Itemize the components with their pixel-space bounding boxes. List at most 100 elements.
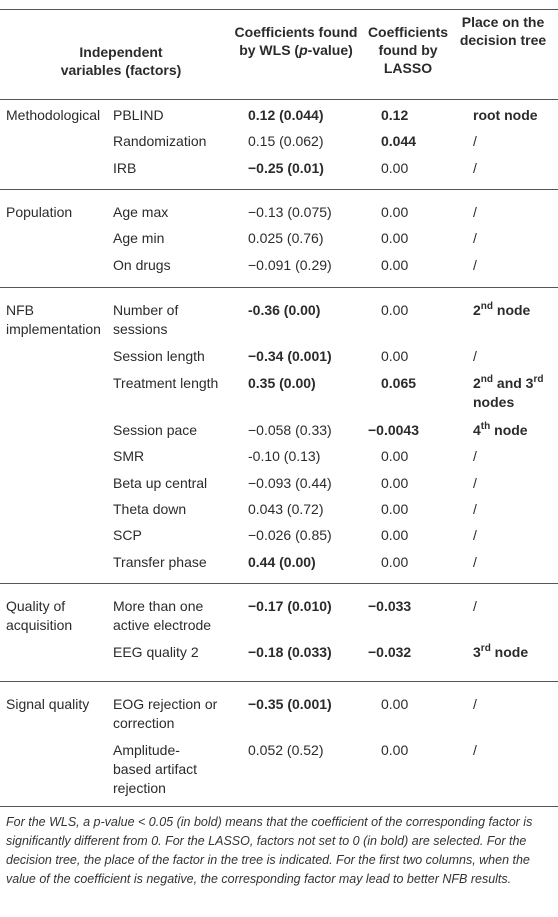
group-label: Population xyxy=(6,204,73,220)
lasso-value: 0.065 xyxy=(381,375,417,391)
group-label: Signal quality xyxy=(6,696,90,712)
group-divider xyxy=(0,681,558,682)
tree-place: / xyxy=(473,742,477,758)
wls-value: -0.10 (0.13) xyxy=(248,448,321,464)
factor-label: EOG rejection or xyxy=(113,696,218,712)
tree-place: 4th node xyxy=(473,421,528,439)
tree-place: / xyxy=(473,257,477,273)
lasso-value: 0.12 xyxy=(381,107,409,123)
tree-place: / xyxy=(473,160,477,176)
factor-label: Transfer phase xyxy=(113,554,207,570)
lasso-value: 0.00 xyxy=(381,554,409,570)
lasso-value: 0.00 xyxy=(381,160,409,176)
group-divider xyxy=(0,189,558,190)
factor-label: PBLIND xyxy=(113,107,164,123)
lasso-value: 0.00 xyxy=(381,501,409,517)
tree-place: / xyxy=(473,475,477,491)
factor-label: based artifact xyxy=(113,761,198,777)
tree-place: / xyxy=(473,501,477,517)
lasso-value: 0.00 xyxy=(381,742,409,758)
wls-value: 0.35 (0.00) xyxy=(248,375,316,391)
group-label: Methodological xyxy=(6,107,101,123)
group-label: Quality of xyxy=(6,598,66,614)
factor-label: sessions xyxy=(113,321,168,337)
wls-value: 0.043 (0.72) xyxy=(248,501,324,517)
lasso-value: 0.00 xyxy=(381,302,409,318)
tree-place: / xyxy=(473,448,477,464)
lasso-value: 0.00 xyxy=(381,204,409,220)
factor-label: Age max xyxy=(113,204,169,220)
tree-place: / xyxy=(473,230,477,246)
tree-place: / xyxy=(473,696,477,712)
lasso-value: 0.00 xyxy=(381,475,409,491)
tree-place: nodes xyxy=(473,394,515,410)
header-wls: Coefficients found by WLS (p-value) xyxy=(234,24,358,58)
wls-value: 0.025 (0.76) xyxy=(248,230,324,246)
factor-label: Beta up central xyxy=(113,475,208,491)
group-label: implementation xyxy=(6,321,101,337)
lasso-value: −0.033 xyxy=(368,598,412,614)
tree-place: / xyxy=(473,348,477,364)
factor-label: SCP xyxy=(113,527,142,543)
factor-label: Number of xyxy=(113,302,179,318)
wls-value: −0.13 (0.075) xyxy=(248,204,332,220)
factor-label: EEG quality 2 xyxy=(113,644,199,660)
factor-label: SMR xyxy=(113,448,145,464)
factor-label: rejection xyxy=(113,780,166,796)
factor-label: IRB xyxy=(113,160,137,176)
wls-value: −0.091 (0.29) xyxy=(248,257,332,273)
group-label: NFB xyxy=(6,302,34,318)
lasso-value: −0.0043 xyxy=(368,422,419,438)
table-bottom-rule xyxy=(0,806,558,807)
wls-value: −0.34 (0.001) xyxy=(248,348,332,364)
lasso-value: 0.044 xyxy=(381,133,417,149)
factor-label: Session pace xyxy=(113,422,198,438)
wls-value: 0.15 (0.062) xyxy=(248,133,324,149)
tree-place: / xyxy=(473,598,477,614)
table-top-rule xyxy=(0,9,558,10)
lasso-value: 0.00 xyxy=(381,230,409,246)
factor-label: Age min xyxy=(113,230,165,246)
tree-place: / xyxy=(473,204,477,220)
wls-value: 0.44 (0.00) xyxy=(248,554,316,570)
lasso-value: −0.032 xyxy=(368,644,412,660)
lasso-value: 0.00 xyxy=(381,527,409,543)
group-label: acquisition xyxy=(6,617,73,633)
wls-value: −0.18 (0.033) xyxy=(248,644,332,660)
tree-place: / xyxy=(473,554,477,570)
factor-label: Treatment length xyxy=(113,375,219,391)
factor-label: active electrode xyxy=(113,617,212,633)
wls-value: -0.36 (0.00) xyxy=(248,302,321,318)
wls-value: 0.052 (0.52) xyxy=(248,742,324,758)
header-bottom-rule xyxy=(0,99,558,100)
tree-place: 2nd node xyxy=(473,301,531,319)
factor-label: On drugs xyxy=(113,257,171,273)
table-footnote: For the WLS, a p-value < 0.05 (in bold) … xyxy=(6,815,533,886)
lasso-value: 0.00 xyxy=(381,348,409,364)
wls-value: −0.35 (0.001) xyxy=(248,696,332,712)
factor-label: More than one xyxy=(113,598,204,614)
wls-value: −0.026 (0.85) xyxy=(248,527,332,543)
factor-label: Theta down xyxy=(113,501,187,517)
wls-value: −0.058 (0.33) xyxy=(248,422,332,438)
tree-place: / xyxy=(473,527,477,543)
header-independent-variables: Independent variables (factors) xyxy=(60,44,182,78)
wls-value: −0.25 (0.01) xyxy=(248,160,324,176)
lasso-value: 0.00 xyxy=(381,448,409,464)
wls-value: 0.12 (0.044) xyxy=(248,107,324,123)
header-lasso: Coefficients found by LASSO xyxy=(367,24,449,76)
factor-label: Amplitude- xyxy=(113,742,180,758)
factor-label: correction xyxy=(113,715,175,731)
lasso-value: 0.00 xyxy=(381,257,409,273)
group-divider xyxy=(0,583,558,584)
tree-place: root node xyxy=(473,107,538,123)
lasso-value: 0.00 xyxy=(381,696,409,712)
wls-value: −0.093 (0.44) xyxy=(248,475,332,491)
factor-label: Session length xyxy=(113,348,205,364)
tree-place: 3rd node xyxy=(473,643,529,661)
wls-value: −0.17 (0.010) xyxy=(248,598,332,614)
tree-place: / xyxy=(473,133,477,149)
header-decision-tree: Place on the decision tree xyxy=(459,14,547,48)
group-divider xyxy=(0,287,558,288)
factor-label: Randomization xyxy=(113,133,207,149)
